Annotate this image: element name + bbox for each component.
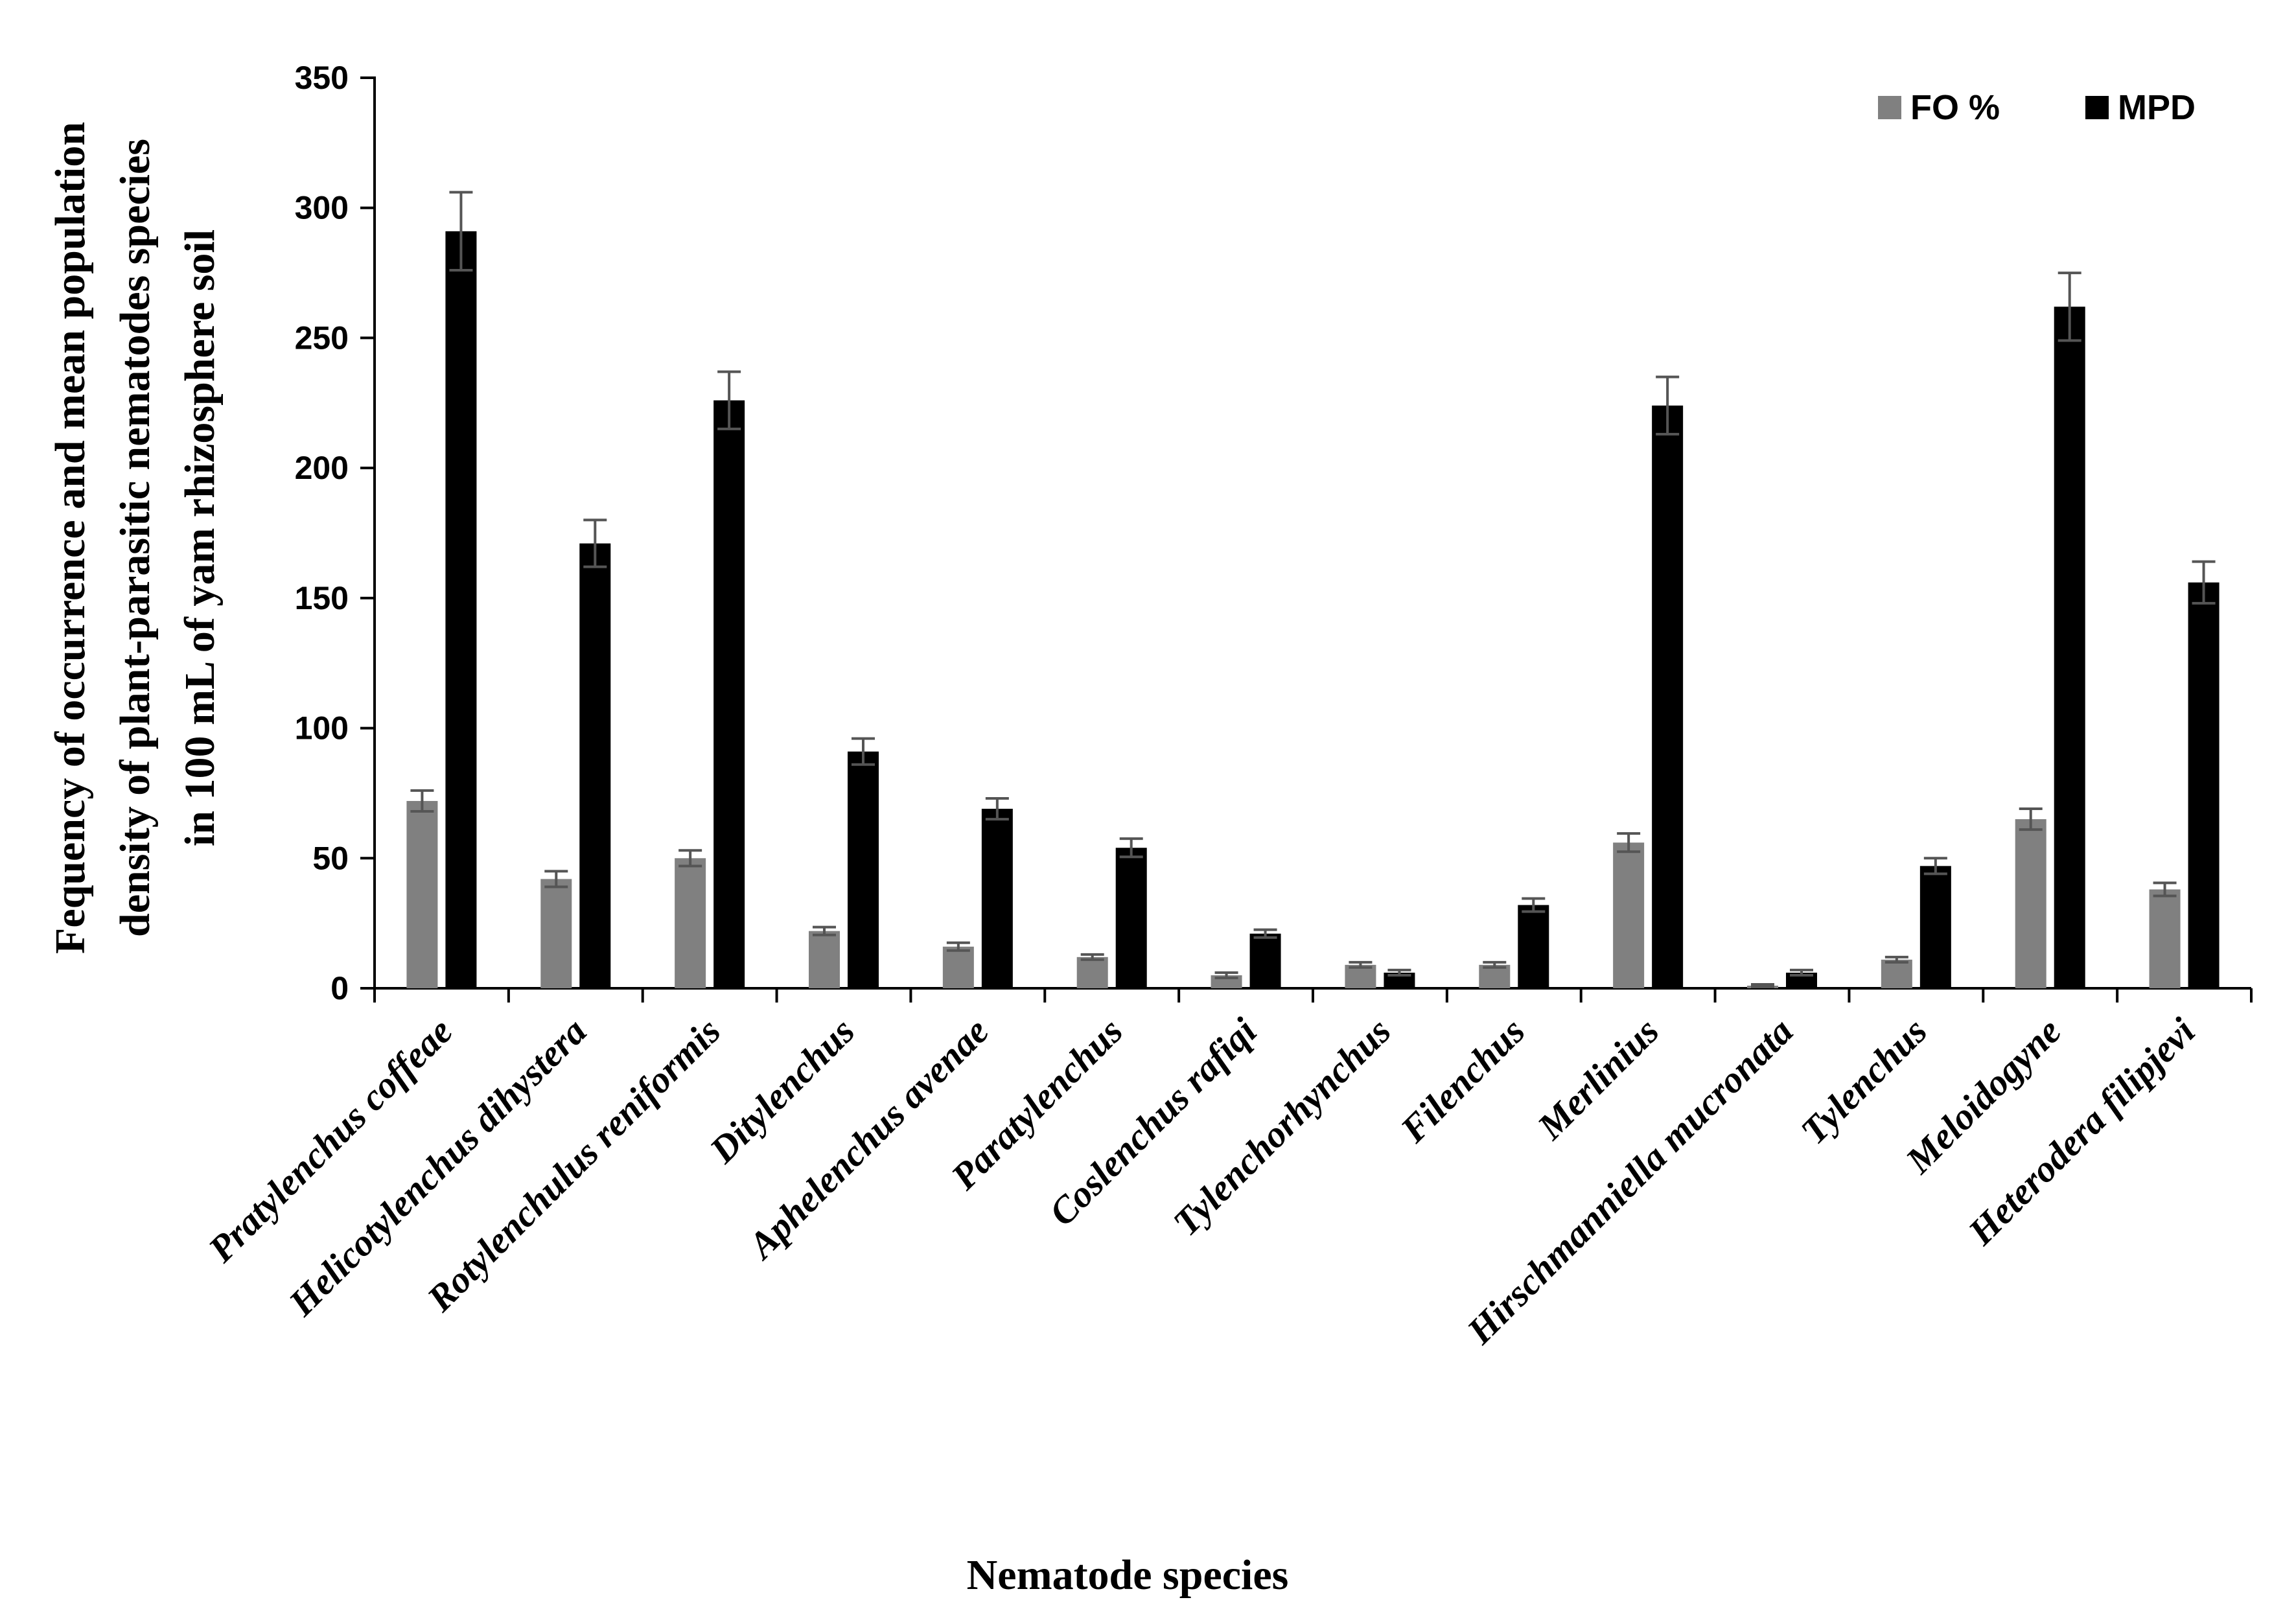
bar-mpd bbox=[445, 231, 477, 988]
error-bar bbox=[1214, 971, 1238, 979]
y-axis-title-line: Fequency of occurrence and mean populati… bbox=[47, 122, 94, 954]
x-tick-label: Merlinius bbox=[1529, 1010, 1667, 1148]
bar-mpd bbox=[2188, 582, 2220, 988]
x-tick-label: Pratylenchus coffeae bbox=[200, 1010, 460, 1270]
bar-mpd bbox=[713, 400, 745, 988]
legend-item: MPD bbox=[2085, 88, 2196, 127]
error-bar bbox=[852, 737, 875, 766]
error-bar bbox=[2192, 560, 2216, 605]
error-bar bbox=[678, 849, 702, 868]
y-tick-label: 150 bbox=[295, 580, 349, 616]
bar-fo bbox=[2149, 889, 2181, 988]
y-tick-label: 0 bbox=[330, 970, 349, 1006]
y-tick-label: 250 bbox=[295, 319, 349, 356]
y-axis-title-line: in 100 mL of yam rhizosphere soil bbox=[176, 229, 224, 846]
error-bar bbox=[2019, 807, 2043, 831]
error-bar bbox=[1080, 953, 1104, 961]
legend-label: MPD bbox=[2118, 88, 2196, 127]
error-bar bbox=[583, 518, 607, 568]
error-bar bbox=[1483, 960, 1507, 969]
bar-mpd bbox=[848, 751, 879, 988]
error-bar bbox=[1884, 955, 1908, 964]
error-bar bbox=[1923, 857, 1947, 876]
error-bar bbox=[717, 370, 741, 430]
bar-mpd bbox=[579, 543, 611, 988]
legend-swatch bbox=[1878, 96, 1901, 119]
error-bar bbox=[544, 870, 568, 888]
bar-mpd bbox=[2054, 307, 2085, 989]
bar-mpd bbox=[1249, 933, 1281, 988]
bar-mpd bbox=[1652, 405, 1684, 988]
legend-label: FO % bbox=[1910, 88, 2000, 127]
error-bar bbox=[1119, 837, 1143, 859]
error-bar bbox=[2058, 272, 2081, 342]
y-axis-title-line: density of plant-parasitic nematodes spe… bbox=[111, 139, 159, 937]
bar-fo bbox=[1076, 957, 1108, 988]
error-bar bbox=[813, 925, 836, 936]
bar-fo bbox=[2015, 819, 2046, 988]
bars bbox=[406, 191, 2220, 989]
y-axis-title: Fequency of occurrence and mean populati… bbox=[47, 122, 224, 954]
error-bar bbox=[946, 941, 970, 952]
error-bar bbox=[985, 796, 1009, 821]
y-tick-label: 100 bbox=[295, 710, 349, 747]
x-axis-title: Nematode species bbox=[967, 1551, 1289, 1599]
x-tick-label: Tylenchus bbox=[1792, 1010, 1935, 1152]
legend-swatch bbox=[2085, 96, 2109, 119]
y-tick-label: 200 bbox=[295, 450, 349, 486]
x-tick-label: Aphelenchus avenae bbox=[739, 1010, 997, 1268]
y-tick-label: 50 bbox=[312, 840, 349, 876]
y-tick-label: 350 bbox=[295, 60, 349, 96]
bar-fo bbox=[809, 931, 840, 988]
error-bar bbox=[1349, 960, 1373, 969]
bar-mpd bbox=[1919, 866, 1951, 988]
error-bar bbox=[1656, 375, 1680, 435]
y-tick-label: 300 bbox=[295, 190, 349, 226]
bar-mpd bbox=[1115, 848, 1147, 988]
bar-mpd bbox=[981, 809, 1013, 988]
error-bar bbox=[449, 191, 473, 272]
legend: FO % MPD bbox=[1878, 88, 2196, 127]
error-bar bbox=[1253, 928, 1277, 939]
y-axis: 0 50 100 150 200 250 300 350 bbox=[295, 60, 376, 1006]
bar-fo bbox=[1613, 842, 1645, 988]
error-bar bbox=[1387, 968, 1411, 977]
bar-fo bbox=[540, 879, 572, 988]
error-bar bbox=[2153, 881, 2177, 898]
error-bar bbox=[410, 789, 434, 813]
bar-fo bbox=[406, 800, 438, 988]
bar-fo bbox=[675, 858, 706, 988]
error-bar bbox=[1522, 897, 1546, 913]
error-bar bbox=[1790, 968, 1813, 977]
x-tick-label: Heterodera filipjevi bbox=[1960, 1010, 2203, 1253]
bar-fo bbox=[1479, 964, 1511, 988]
legend-item: FO % bbox=[1878, 88, 2000, 127]
bar-fo bbox=[942, 946, 974, 988]
error-bar bbox=[1617, 832, 1641, 853]
bar-mpd bbox=[1518, 905, 1549, 988]
bar-fo bbox=[1345, 964, 1376, 988]
x-tick-label: Filenchus bbox=[1392, 1010, 1533, 1151]
bar-fo bbox=[1881, 959, 1912, 988]
error-bar bbox=[1751, 982, 1774, 988]
